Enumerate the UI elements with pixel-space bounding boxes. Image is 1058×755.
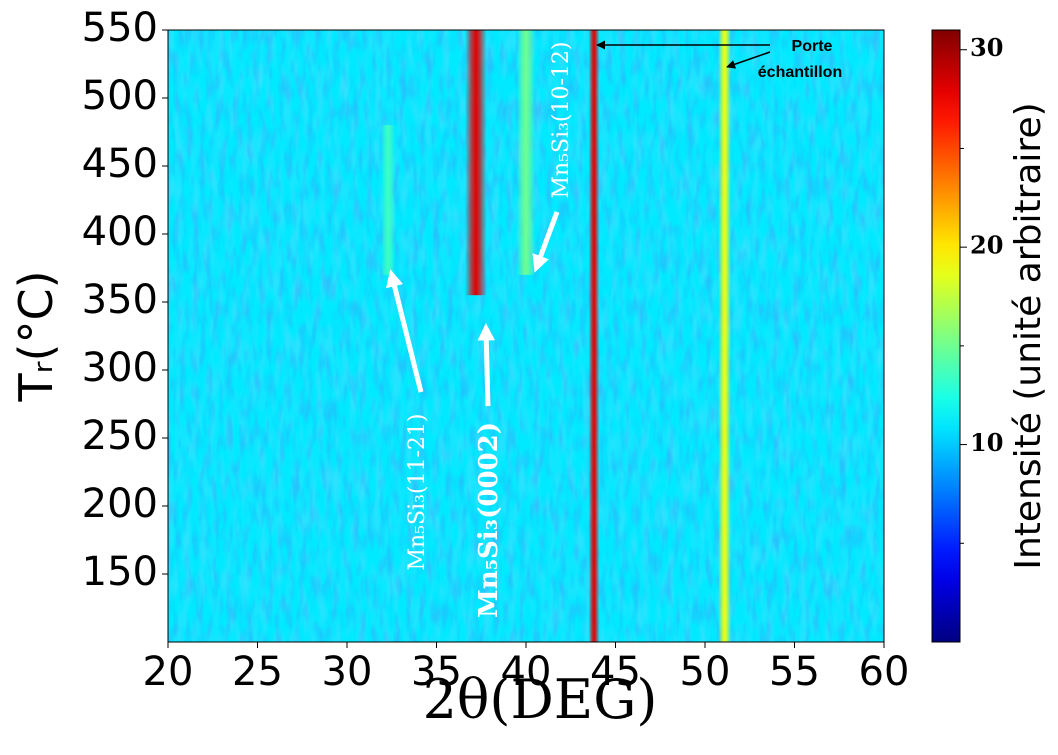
peak-band [588, 30, 600, 642]
annotation-arrow [726, 51, 771, 69]
x-tick-label: 20 [143, 649, 194, 695]
colorbar-tick-label: 10 [970, 428, 1003, 457]
y-tick-label: 400 [82, 209, 158, 255]
y-tick-label: 150 [82, 549, 158, 595]
x-axis-label: 2θ(DEG) [423, 668, 658, 731]
annotation-label: Mn₅Si₃(10-12) [549, 41, 574, 198]
colorbar-label: Intensité (unité arbitraire) [1008, 102, 1049, 569]
y-tick-label: 450 [82, 141, 158, 187]
x-tick-label: 60 [859, 649, 910, 695]
y-axis-label: Tᵣ(°C) [9, 270, 63, 402]
y-tick-label: 250 [82, 413, 158, 459]
annotation-label: échantillon [758, 64, 842, 81]
y-tick-label: 550 [82, 5, 158, 51]
x-tick-label: 50 [680, 649, 731, 695]
colorbar [931, 29, 961, 643]
peak-band [381, 125, 396, 275]
annotation-label: Mn₅Si₃(0002) [474, 422, 504, 618]
peak-band [718, 30, 731, 642]
annotation-arrow [477, 323, 496, 407]
colorbar-tick-label: 20 [970, 231, 1003, 260]
colorbar-tick-label: 30 [970, 33, 1003, 62]
y-tick-label: 300 [82, 345, 158, 391]
peak-band [517, 30, 535, 275]
y-tick-label: 500 [82, 73, 158, 119]
x-tick-label: 45 [590, 649, 641, 695]
x-tick-label: 55 [769, 649, 820, 695]
annotation-arrow [532, 211, 560, 273]
x-tick-label: 30 [322, 649, 373, 695]
peak-band [465, 30, 487, 296]
x-tick-label: 40 [501, 649, 552, 695]
y-tick-label: 350 [82, 277, 158, 323]
annotation-label: Mn₅Si₃(11-21) [405, 413, 430, 570]
y-tick-label: 200 [82, 481, 158, 527]
x-tick-label: 25 [232, 649, 283, 695]
annotation-label: Porte [792, 38, 833, 55]
annotation-arrow [386, 269, 424, 393]
x-tick-label: 35 [411, 649, 462, 695]
